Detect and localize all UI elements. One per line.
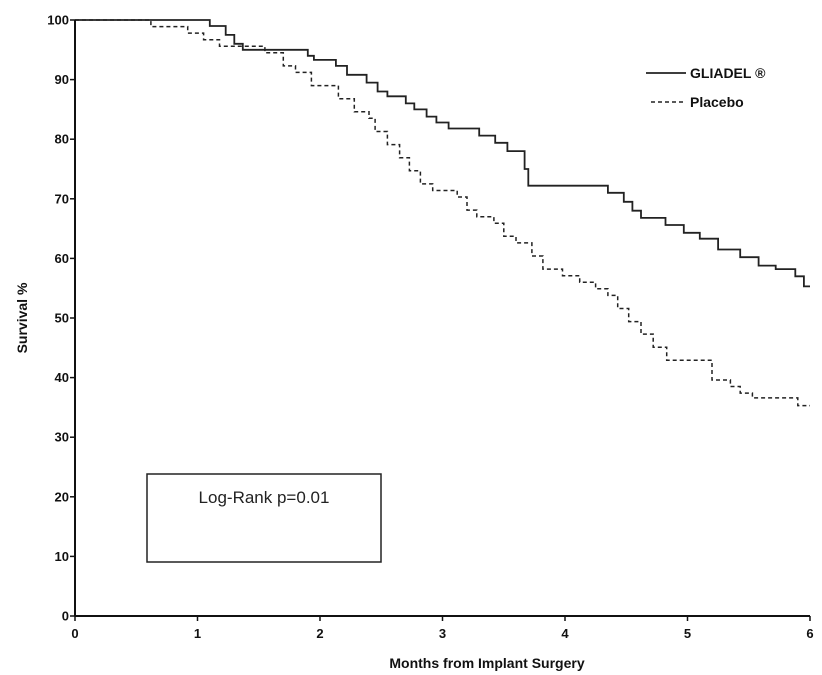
y-tick-label: 70 xyxy=(55,191,69,206)
series-lines xyxy=(75,19,810,407)
x-tick-label: 6 xyxy=(806,626,813,641)
x-tick-label: 0 xyxy=(71,626,78,641)
y-tick-label: 60 xyxy=(55,251,69,266)
log-rank-annotation: Log-Rank p=0.01 xyxy=(199,488,330,507)
y-axis-ticks: 0 10 20 30 40 50 60 70 80 90 100 xyxy=(47,13,75,624)
y-tick-label: 90 xyxy=(55,72,69,87)
x-tick-label: 2 xyxy=(316,626,323,641)
x-tick-label: 5 xyxy=(684,626,691,641)
series-line-placebo xyxy=(75,19,810,407)
y-tick-label: 10 xyxy=(55,549,69,564)
y-tick-label: 20 xyxy=(55,489,69,504)
y-tick-label: 0 xyxy=(62,609,69,624)
y-tick-label: 100 xyxy=(47,13,69,28)
legend-label-placebo: Placebo xyxy=(690,94,744,110)
series-line-gliadel xyxy=(75,19,810,288)
x-axis-ticks: 0 1 2 3 4 5 6 xyxy=(71,616,814,641)
x-tick-label: 4 xyxy=(561,626,569,641)
y-tick-label: 30 xyxy=(55,430,69,445)
y-tick-label: 40 xyxy=(55,370,69,385)
annotation-box: Log-Rank p=0.01 xyxy=(146,473,382,563)
x-tick-label: 1 xyxy=(194,626,201,641)
legend: GLIADEL ® Placebo xyxy=(646,65,766,110)
legend-label-gliadel: GLIADEL ® xyxy=(690,65,766,81)
y-axis-title: Survival % xyxy=(14,282,30,353)
plot-area: 0 10 20 30 40 50 60 70 80 90 100 0 1 2 3 4 5 6 xyxy=(47,13,813,642)
y-tick-label: 80 xyxy=(55,132,69,147)
x-tick-label: 3 xyxy=(439,626,446,641)
y-tick-label: 50 xyxy=(55,311,69,326)
x-axis-title: Months from Implant Surgery xyxy=(389,655,584,671)
